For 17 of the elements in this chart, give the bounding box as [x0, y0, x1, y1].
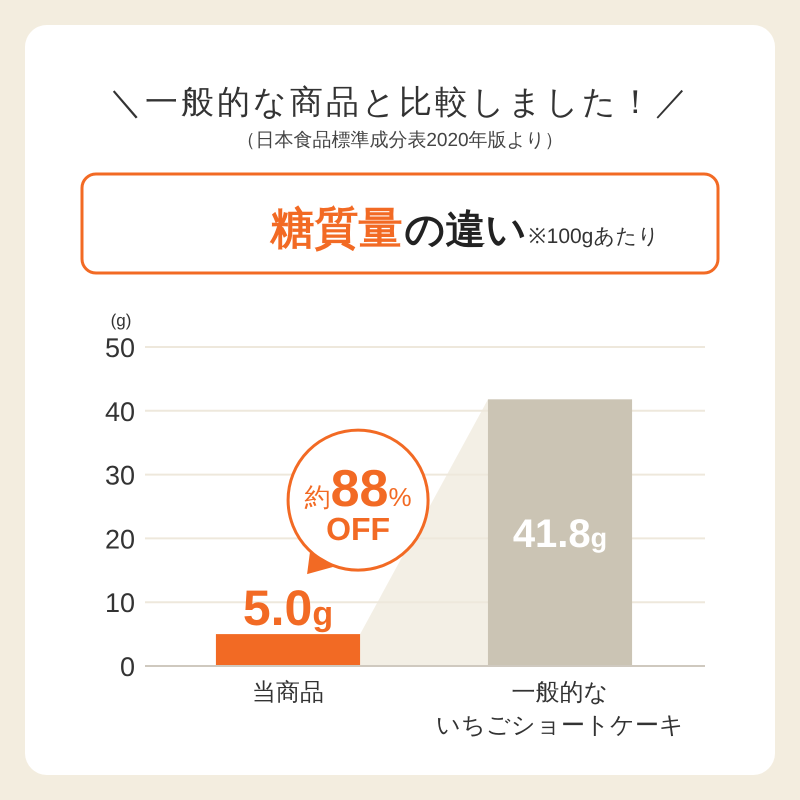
- text: ※100gあたり: [528, 225, 660, 248]
- annotation: 約88% OFF: [304, 460, 412, 548]
- y-tick-label: 50: [104, 333, 135, 363]
- x-tick-label: 一般的ないちごショートケーキ: [436, 679, 684, 739]
- x-tick-label: 当商品: [252, 679, 324, 706]
- data-label: 41.8g: [512, 512, 608, 556]
- chart-title: ＼一般的な商品と比較しました！／: [109, 83, 691, 120]
- text: の違い: [404, 208, 527, 252]
- chart-subtitle: （日本食品標準成分表2020年版より）: [236, 130, 564, 151]
- y-tick-label: 10: [104, 588, 135, 618]
- y-tick-label: 20: [104, 524, 135, 554]
- data-label: 5.0g: [242, 580, 334, 636]
- y-tick-label: 30: [104, 460, 135, 491]
- y-axis-title: (g): [110, 311, 132, 330]
- text: 糖質量: [270, 204, 403, 253]
- y-tick-label: 40: [104, 396, 135, 427]
- y-tick-label: 0: [120, 652, 135, 682]
